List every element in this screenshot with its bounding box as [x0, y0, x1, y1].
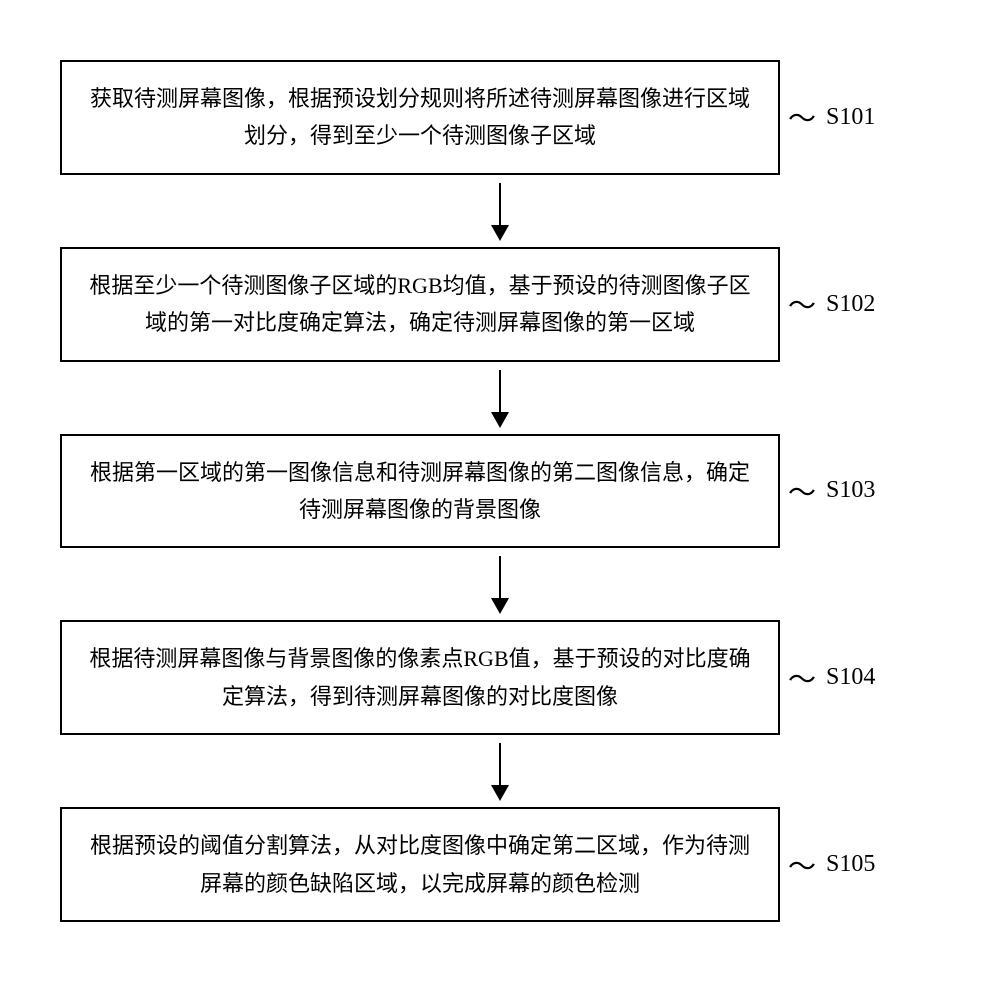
step-box-4: 根据待测屏幕图像与背景图像的像素点RGB值，基于预设的对比度确定算法，得到待测屏…: [60, 620, 780, 735]
step-label: S102: [826, 291, 875, 318]
step-text: 根据预设的阈值分割算法，从对比度图像中确定第二区域，作为待测屏幕的颜色缺陷区域，…: [90, 833, 750, 895]
tilde-icon: 〜: [788, 284, 816, 324]
step-box-5: 根据预设的阈值分割算法，从对比度图像中确定第二区域，作为待测屏幕的颜色缺陷区域，…: [60, 807, 780, 922]
step-row: 根据预设的阈值分割算法，从对比度图像中确定第二区域，作为待测屏幕的颜色缺陷区域，…: [60, 807, 940, 922]
step-row: 根据至少一个待测图像子区域的RGB均值，基于预设的待测图像子区域的第一对比度确定…: [60, 247, 940, 362]
tilde-icon: 〜: [788, 97, 816, 137]
step-box-1: 获取待测屏幕图像，根据预设划分规则将所述待测屏幕图像进行区域划分，得到至少一个待…: [60, 60, 780, 175]
step-row: 获取待测屏幕图像，根据预设划分规则将所述待测屏幕图像进行区域划分，得到至少一个待…: [60, 60, 940, 175]
tilde-icon: 〜: [788, 845, 816, 885]
arrow-container: [140, 370, 860, 426]
step-connector: 〜 S105: [788, 845, 875, 885]
arrow-container: [140, 183, 860, 239]
step-text: 获取待测屏幕图像，根据预设划分规则将所述待测屏幕图像进行区域划分，得到至少一个待…: [90, 86, 750, 148]
tilde-icon: 〜: [788, 658, 816, 698]
step-label: S105: [826, 851, 875, 878]
arrow-container: [140, 743, 860, 799]
step-label: S104: [826, 664, 875, 691]
arrow-container: [140, 556, 860, 612]
step-connector: 〜 S101: [788, 97, 875, 137]
tilde-icon: 〜: [788, 471, 816, 511]
step-row: 根据待测屏幕图像与背景图像的像素点RGB值，基于预设的对比度确定算法，得到待测屏…: [60, 620, 940, 735]
flowchart-container: 获取待测屏幕图像，根据预设划分规则将所述待测屏幕图像进行区域划分，得到至少一个待…: [60, 60, 940, 922]
arrow-down-icon: [499, 370, 501, 426]
step-row: 根据第一区域的第一图像信息和待测屏幕图像的第二图像信息，确定待测屏幕图像的背景图…: [60, 434, 940, 549]
step-text: 根据待测屏幕图像与背景图像的像素点RGB值，基于预设的对比度确定算法，得到待测屏…: [89, 646, 750, 708]
step-connector: 〜 S104: [788, 658, 875, 698]
arrow-down-icon: [499, 183, 501, 239]
step-box-3: 根据第一区域的第一图像信息和待测屏幕图像的第二图像信息，确定待测屏幕图像的背景图…: [60, 434, 780, 549]
step-label: S103: [826, 477, 875, 504]
step-text: 根据第一区域的第一图像信息和待测屏幕图像的第二图像信息，确定待测屏幕图像的背景图…: [90, 460, 750, 522]
step-box-2: 根据至少一个待测图像子区域的RGB均值，基于预设的待测图像子区域的第一对比度确定…: [60, 247, 780, 362]
step-label: S101: [826, 104, 875, 131]
arrow-down-icon: [499, 743, 501, 799]
arrow-down-icon: [499, 556, 501, 612]
step-text: 根据至少一个待测图像子区域的RGB均值，基于预设的待测图像子区域的第一对比度确定…: [89, 273, 750, 335]
step-connector: 〜 S102: [788, 284, 875, 324]
step-connector: 〜 S103: [788, 471, 875, 511]
